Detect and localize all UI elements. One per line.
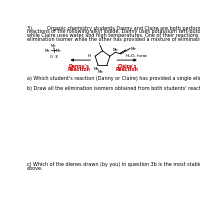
Text: H₂O, heat: H₂O, heat [126,54,147,58]
Text: a) Which student's reaction (Danny or Claire) has provided a single elimination : a) Which student's reaction (Danny or Cl… [27,75,200,80]
Text: Me: Me [98,70,104,74]
Text: Me: Me [112,48,118,52]
Text: Claire's: Claire's [118,64,137,69]
Text: I: I [99,41,100,45]
Text: elimination isomer while the other has provided a mixture of elimination isomers: elimination isomer while the other has p… [27,37,200,42]
Text: reactions of the following alkyl iodide. Danny uses potassium tert-butoxide to p: reactions of the following alkyl iodide.… [27,29,200,34]
Text: c) Which of the dienes drawn (by you) in question 3b is the most stable? Circle : c) Which of the dienes drawn (by you) in… [27,161,200,166]
Text: Danny's: Danny's [69,64,90,69]
Text: Me: Me [44,49,50,53]
Text: 3).         Organic chemistry students Danny and Claire are both performing elim: 3). Organic chemistry students Danny and… [27,26,200,31]
Text: Me: Me [93,67,99,71]
Text: Reaction: Reaction [68,67,91,72]
Text: Me: Me [56,49,62,53]
Text: above.: above. [27,165,43,170]
Text: b) Draw all the elimination isomers obtained from both students' reactions.: b) Draw all the elimination isomers obta… [27,86,200,91]
Text: Me: Me [131,47,137,51]
Text: O  K: O K [50,55,58,59]
Text: H.: H. [88,53,92,57]
Text: Me: Me [50,44,56,48]
Text: Reaction: Reaction [116,67,139,72]
Text: while Claire uses water and high temperatures. One of their reactions has provid: while Claire uses water and high tempera… [27,33,200,38]
